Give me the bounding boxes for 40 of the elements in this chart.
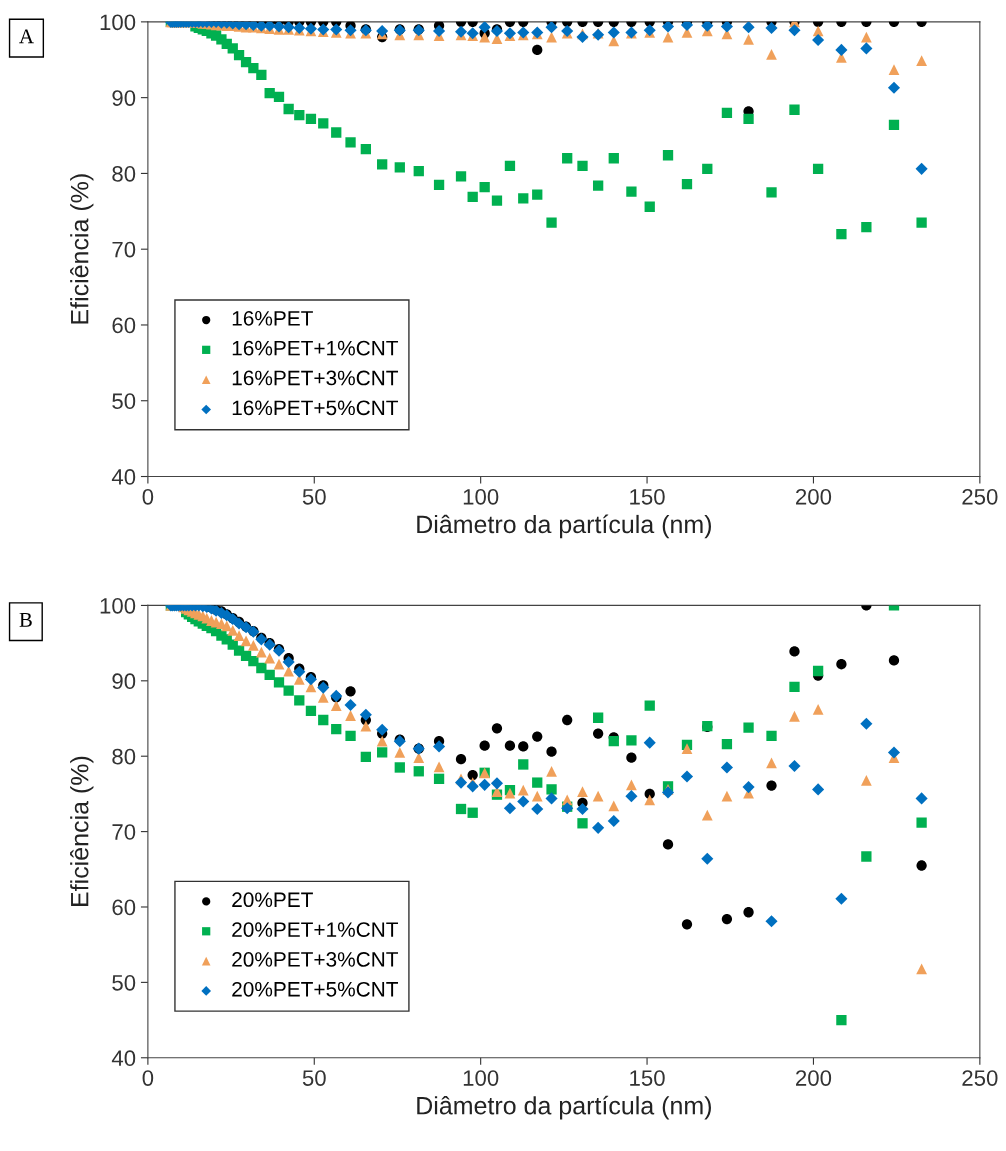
x-tick-label: 250 xyxy=(962,488,998,505)
x-tick-label: 0 xyxy=(142,488,154,505)
y-tick-label: 70 xyxy=(112,241,136,258)
legend-label: 20%PET+1%CNT xyxy=(232,922,399,937)
legend-label: 16%PET+3%CNT xyxy=(232,370,399,386)
x-tick-label: 200 xyxy=(796,488,832,505)
y-tick-label: 90 xyxy=(112,673,136,690)
y-axis-title: Eficiência (%) xyxy=(70,756,94,906)
x-tick-label: 100 xyxy=(463,1070,499,1086)
x-tick-label: 150 xyxy=(630,1070,665,1086)
y-tick-label: 50 xyxy=(112,393,136,410)
y-tick-label: 80 xyxy=(112,748,136,765)
y-tick-label: 60 xyxy=(112,317,136,334)
y-tick-label: 70 xyxy=(112,824,136,840)
legend-label: 20%PET+3%CNT xyxy=(232,952,399,967)
text: A xyxy=(19,29,34,44)
y-tick-label: 50 xyxy=(112,974,136,991)
y-tick-label: 80 xyxy=(112,165,136,182)
y-tick-label: 40 xyxy=(111,1050,136,1067)
y-tick-label: 100 xyxy=(100,597,136,614)
y-tick-label: 40 xyxy=(111,469,136,485)
legend-label: 16%PET+5%CNT xyxy=(232,400,399,416)
x-tick-label: 200 xyxy=(796,1070,832,1086)
y-axis-title: Eficiência (%) xyxy=(70,174,94,324)
x-tick-label: 0 xyxy=(142,1070,154,1086)
legend-label: 20%PET xyxy=(232,892,313,908)
x-tick-label: 50 xyxy=(302,1070,326,1086)
x-axis-title: Diâmetro da partícula (nm) xyxy=(417,514,711,539)
y-tick-label: 100 xyxy=(100,14,136,31)
legend-label: 16%PET xyxy=(232,310,313,326)
x-tick-label: 50 xyxy=(302,488,326,505)
x-axis-title: Diâmetro da partícula (nm) xyxy=(417,1095,711,1120)
x-tick-label: 100 xyxy=(463,488,499,505)
legend-label: 16%PET+1%CNT xyxy=(232,340,399,356)
y-tick-label: 90 xyxy=(112,90,136,106)
legend-label: 20%PET+5%CNT xyxy=(232,981,399,997)
y-tick-label: 60 xyxy=(112,899,136,916)
x-tick-label: 150 xyxy=(630,488,665,505)
x-tick-label: 250 xyxy=(962,1070,998,1086)
text: B xyxy=(19,613,32,627)
